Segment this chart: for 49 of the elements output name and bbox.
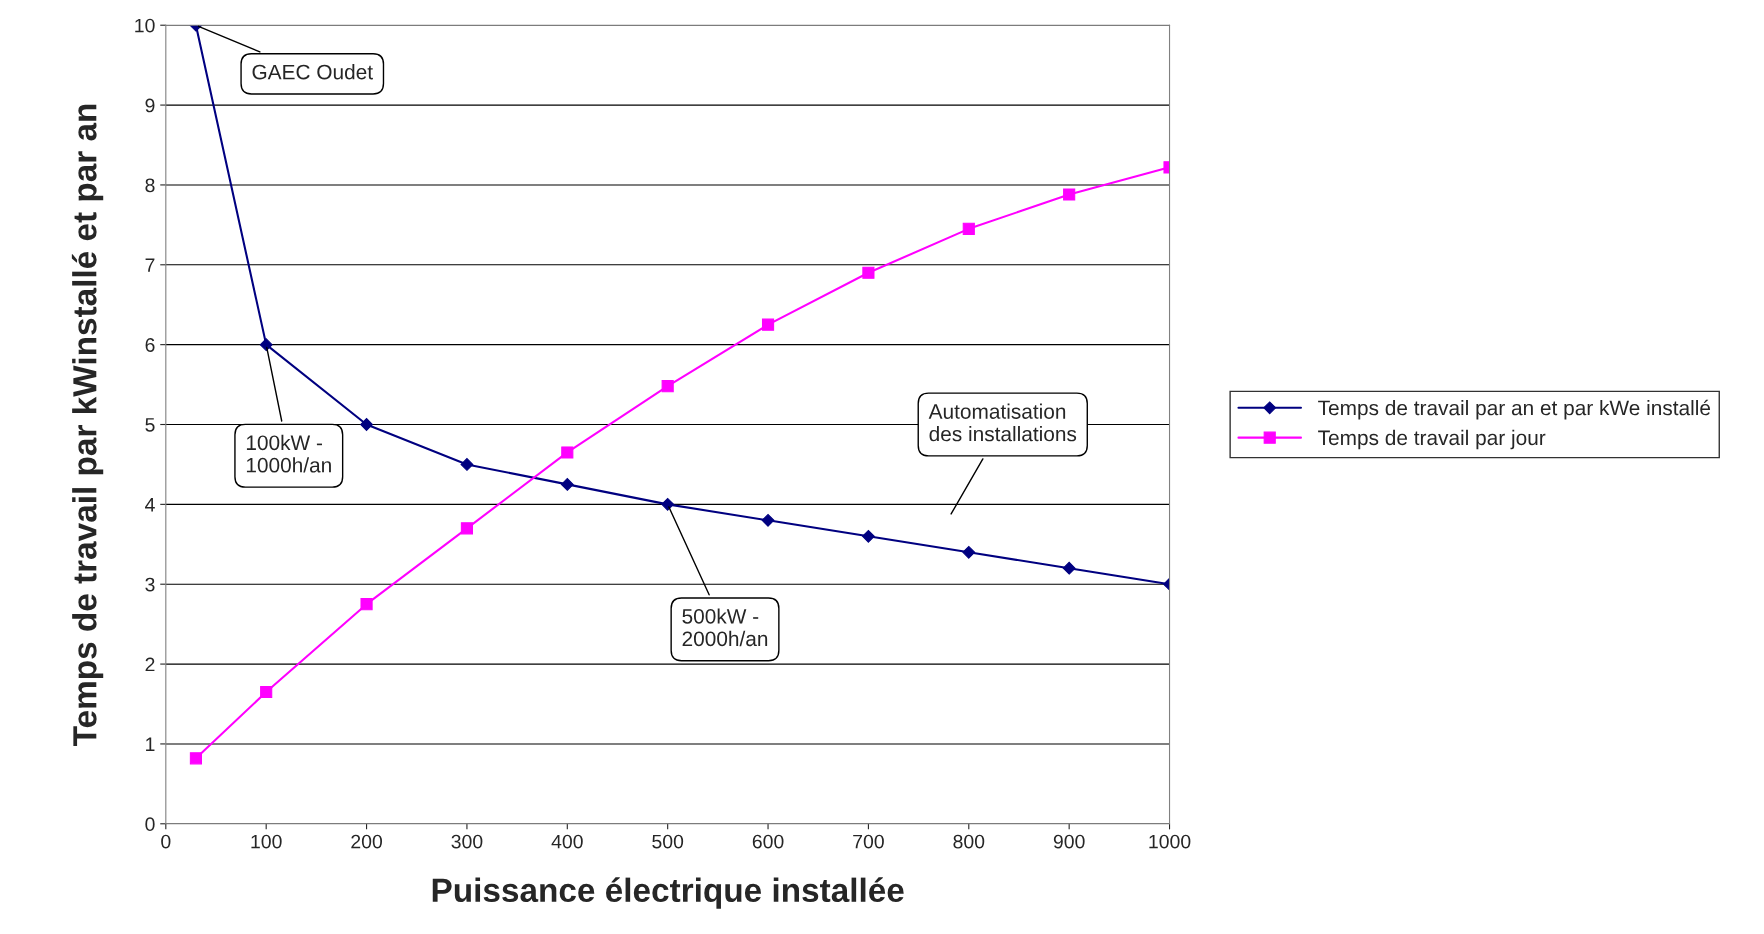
point bbox=[862, 529, 875, 543]
y-tick-label: 6 bbox=[145, 338, 155, 352]
y-tick-label: 10 bbox=[135, 18, 155, 33]
x-tick-label: 900 bbox=[1053, 834, 1085, 849]
point bbox=[962, 545, 976, 559]
x-axis-title: Puissance électrique installée bbox=[432, 877, 904, 909]
x-tick-label: 200 bbox=[351, 834, 383, 849]
y-tick-label: 1 bbox=[146, 737, 155, 751]
x-tick-label: 400 bbox=[551, 834, 583, 849]
x-tick-label: 700 bbox=[853, 834, 884, 849]
point bbox=[1062, 561, 1076, 575]
x-tick-label: 1000 bbox=[1149, 834, 1191, 849]
point bbox=[189, 752, 202, 765]
point bbox=[761, 318, 775, 331]
point bbox=[962, 222, 975, 235]
legend-label: Temps de travail par an et par kWe installé bbox=[1318, 399, 1711, 420]
point bbox=[560, 477, 574, 491]
annotation: Automatisation des installations bbox=[928, 403, 1077, 442]
annotation: 500kW - 2000h/an bbox=[682, 608, 768, 647]
y-tick-label: 7 bbox=[145, 258, 155, 272]
point bbox=[460, 458, 474, 471]
point bbox=[862, 266, 875, 279]
x-tick-label: 800 bbox=[953, 834, 985, 849]
annotation: GAEC Oudet bbox=[252, 64, 373, 80]
y-axis-title: Temps de travail par kWinstallé et par an bbox=[71, 104, 104, 746]
y-tick-label: 9 bbox=[145, 98, 155, 113]
point bbox=[661, 380, 674, 393]
point bbox=[661, 497, 675, 511]
y-tick-label: 4 bbox=[145, 498, 155, 512]
y-tick-label: 5 bbox=[145, 418, 155, 432]
y-tick-label: 8 bbox=[145, 178, 155, 193]
y-tick-label: 3 bbox=[145, 577, 155, 592]
x-tick-label: 500 bbox=[652, 834, 684, 849]
point bbox=[561, 446, 574, 459]
point bbox=[360, 598, 373, 611]
annotation: 100kW - 1000h/an bbox=[246, 434, 331, 473]
point bbox=[1063, 188, 1076, 201]
point bbox=[460, 522, 474, 535]
y-tick-label: 0 bbox=[145, 817, 155, 832]
y-tick-label: 2 bbox=[145, 657, 155, 672]
x-tick-label: 300 bbox=[451, 834, 483, 849]
x-tick-label: 600 bbox=[752, 834, 784, 849]
point bbox=[761, 513, 775, 527]
x-tick-label: 100 bbox=[251, 834, 282, 849]
point bbox=[259, 338, 273, 352]
point bbox=[260, 685, 273, 699]
x-tick-label: 0 bbox=[161, 834, 171, 849]
legend-label: Temps de travail par jour bbox=[1318, 429, 1546, 450]
point bbox=[360, 418, 373, 431]
